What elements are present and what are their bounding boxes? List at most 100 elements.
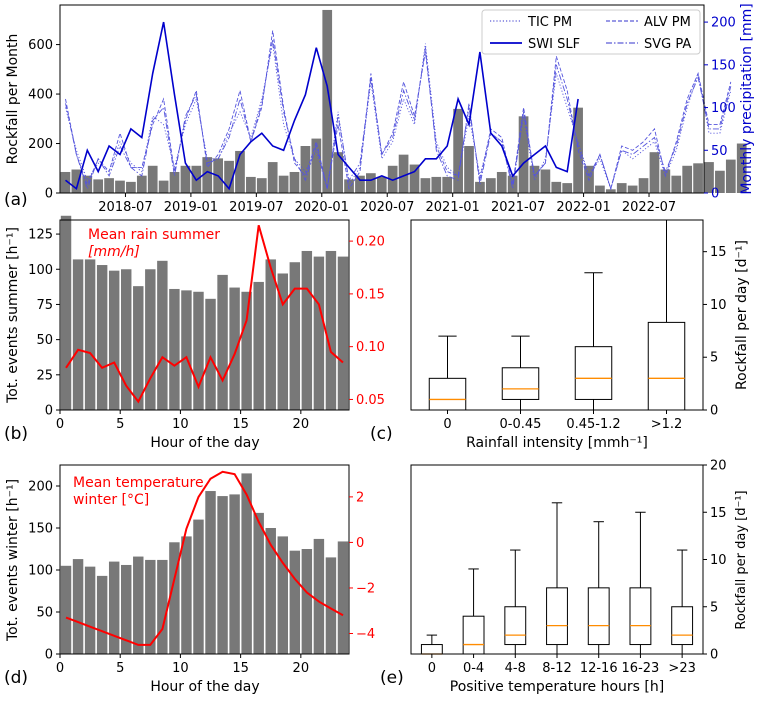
monthly-rockfall-bar — [627, 185, 638, 193]
monthly-rockfall-bar — [169, 171, 180, 193]
monthly-rockfall-bar — [518, 116, 529, 193]
box-iqr — [504, 606, 527, 646]
x-tick-label: 0 — [56, 661, 64, 676]
x-tick-label: 2022-01 — [556, 200, 610, 215]
monthly-rockfall-bar — [126, 181, 136, 193]
x-tick-label: 15 — [232, 661, 249, 676]
precipitation-line-svg-pa — [65, 39, 732, 191]
panel-d-label: (d) — [4, 668, 28, 688]
monthly-rockfall-bar — [475, 181, 485, 193]
panel-d-ylabel: Tot. events winter [h⁻¹] — [5, 479, 21, 642]
panel-d-xlabel: Hour of the day — [150, 679, 259, 695]
y-tick-label: 200 — [28, 137, 53, 152]
monthly-rockfall-bar — [333, 152, 343, 193]
monthly-rockfall-bar — [464, 146, 474, 193]
y2-tick-label: −4 — [356, 627, 375, 642]
box-iqr — [546, 587, 568, 646]
hourly-events-bar — [337, 541, 349, 654]
monthly-rockfall-bar — [562, 183, 573, 193]
monthly-rockfall-bar — [725, 159, 736, 193]
monthly-rockfall-bar — [660, 169, 671, 193]
hourly-events-bar — [169, 288, 180, 410]
panel-c-xlabel: Rainfall intensity [mmh⁻¹] — [466, 435, 648, 451]
monthly-rockfall-bar — [540, 169, 551, 193]
panel-a-legend: TIC PM SWI SLF ALV PM SVG PA — [481, 9, 701, 55]
monthly-rockfall-bar — [693, 163, 703, 193]
hourly-events-bar — [169, 542, 180, 654]
hourly-events-bar — [133, 556, 144, 654]
monthly-rockfall-bar — [180, 165, 191, 193]
hourly-events-bar — [60, 565, 72, 654]
hourly-events-bar — [277, 536, 288, 654]
box-iqr — [671, 606, 694, 646]
monthly-rockfall-bar — [496, 171, 507, 193]
monthly-rockfall-bar — [289, 171, 300, 193]
y-tick-label: 5 — [710, 351, 718, 366]
mean-line — [65, 470, 344, 646]
hourly-events-bar — [72, 259, 84, 410]
hourly-events-bar — [96, 575, 108, 654]
panel-a-ylabel: Rockfall per Month — [5, 34, 21, 165]
hourly-events-bar — [157, 559, 168, 654]
hourly-events-bar — [121, 269, 132, 410]
box-iqr — [587, 587, 610, 646]
monthly-rockfall-bar — [355, 175, 365, 193]
panel-b-line-label-1: Mean rain summer — [88, 227, 220, 243]
hourly-events-bar — [253, 281, 264, 410]
panel-e-xlabel: Positive temperature hours [h] — [450, 679, 664, 695]
monthly-rockfall-bar — [158, 180, 169, 193]
hourly-events-bar — [313, 538, 325, 654]
hourly-events-bar — [301, 250, 313, 410]
monthly-rockfall-bar — [376, 176, 387, 193]
monthly-rockfall-bar — [224, 160, 234, 193]
monthly-rockfall-bar — [256, 178, 267, 193]
x-tick-label: 5 — [116, 661, 124, 676]
monthly-rockfall-bar — [71, 169, 82, 193]
x-tick-label: 2018-07 — [98, 200, 152, 215]
y-tick-label: 10 — [710, 298, 727, 313]
panel-b-ylabel: Tot. events summer [h⁻¹] — [5, 227, 21, 404]
box-iqr — [501, 367, 540, 400]
y2-tick-label: −2 — [356, 581, 375, 596]
y-tick-label: 50 — [36, 606, 53, 621]
monthly-rockfall-bar — [671, 175, 682, 193]
monthly-rockfall-bar — [420, 178, 431, 193]
y-tick-label: 0 — [45, 187, 53, 202]
x-tick-label: 2022-07 — [622, 200, 676, 215]
legend-alv-pm-label: ALV PM — [644, 15, 691, 30]
hourly-events-bar — [193, 291, 204, 410]
hourly-events-bar — [241, 291, 252, 410]
y-tick-label: 0 — [710, 648, 718, 663]
box-iqr — [629, 587, 652, 646]
hourly-events-bar — [108, 561, 120, 654]
y2-tick-label: 0 — [711, 187, 719, 202]
y-tick-label: 15 — [710, 245, 727, 260]
x-tick-label: 2020-07 — [360, 200, 414, 215]
mean-line — [65, 225, 344, 404]
y-tick-label: 600 — [28, 38, 53, 53]
panel-e-label: (e) — [380, 668, 404, 688]
y-tick-label: 15 — [710, 506, 727, 521]
hourly-events-bar — [133, 286, 144, 410]
x-tick-label: 15 — [232, 417, 249, 432]
x-tick-label: >23 — [668, 661, 695, 676]
hourly-events-bar — [325, 557, 337, 654]
y2-tick-label: 100 — [711, 101, 736, 116]
monthly-rockfall-bar — [147, 165, 158, 193]
hourly-events-bar — [193, 519, 204, 654]
hourly-events-bar — [72, 559, 84, 654]
y-tick-label: 200 — [28, 480, 53, 495]
y-tick-label: 0 — [45, 404, 53, 419]
x-tick-label: 2021-01 — [426, 200, 480, 215]
monthly-rockfall-bar — [300, 146, 311, 193]
monthly-rockfall-bar — [682, 165, 693, 193]
hourly-events-bar — [108, 270, 120, 410]
x-tick-label: 2021-07 — [491, 200, 545, 215]
monthly-rockfall-bar — [104, 178, 114, 193]
monthly-rockfall-bar — [115, 180, 125, 193]
monthly-rockfall-bar — [453, 108, 463, 193]
monthly-rockfall-bar — [60, 171, 71, 193]
monthly-rockfall-bar — [736, 143, 747, 193]
hourly-events-bar — [145, 269, 156, 410]
monthly-rockfall-bar — [431, 176, 442, 193]
